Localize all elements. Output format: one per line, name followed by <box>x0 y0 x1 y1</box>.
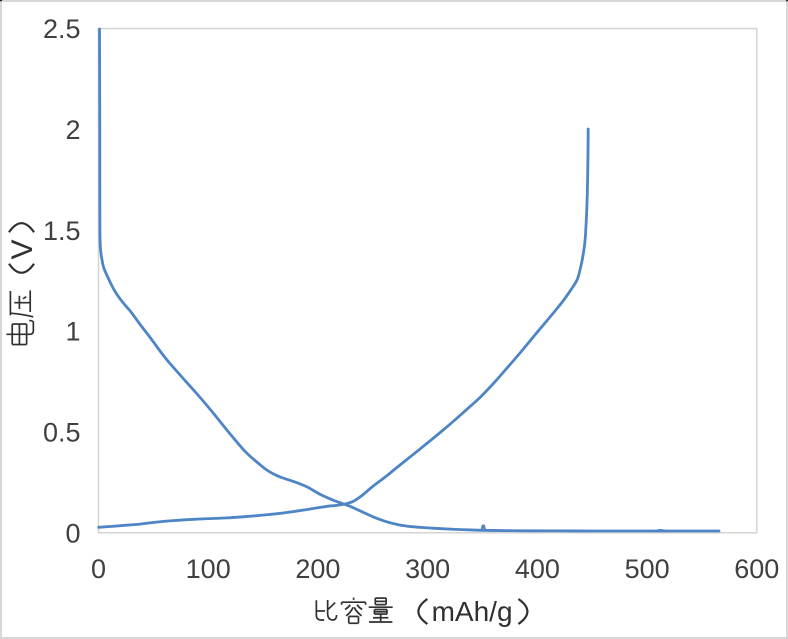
svg-text:600: 600 <box>734 554 779 584</box>
svg-text:2: 2 <box>65 115 80 145</box>
svg-text:0: 0 <box>65 518 80 548</box>
svg-text:1.5: 1.5 <box>43 216 81 246</box>
svg-text:400: 400 <box>515 554 560 584</box>
svg-text:mAh/g: mAh/g <box>432 596 513 627</box>
svg-text:0.5: 0.5 <box>43 418 81 448</box>
svg-text:100: 100 <box>186 554 231 584</box>
svg-text:0: 0 <box>91 554 106 584</box>
svg-text:300: 300 <box>405 554 450 584</box>
svg-text:500: 500 <box>625 554 670 584</box>
svg-text:200: 200 <box>295 554 340 584</box>
svg-text:V: V <box>6 239 39 259</box>
svg-text:2.5: 2.5 <box>43 14 81 44</box>
svg-text:1: 1 <box>65 317 80 347</box>
